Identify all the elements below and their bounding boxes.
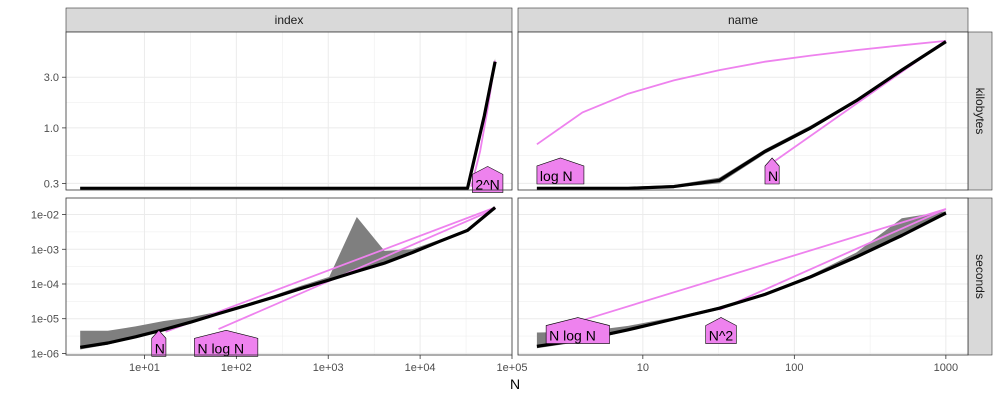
x-axis-title: N (510, 376, 520, 392)
reference-label: N^2 (709, 328, 734, 344)
y-tick-label: 3.0 (44, 72, 59, 84)
strip-name (517, 7, 969, 33)
reference-label-box (545, 317, 610, 344)
reference-line-log-n (536, 40, 946, 146)
x-tick-label: 1e+02 (221, 362, 252, 374)
strip-label-index: index (275, 13, 304, 27)
reference-label-box (194, 329, 259, 357)
strip-label-seconds: seconds (973, 254, 987, 299)
measured-line (80, 61, 497, 190)
panel-index-seconds: N N log N (65, 197, 513, 357)
panel-name-seconds: N log N N^2 (517, 197, 969, 356)
strip-kilobytes (967, 31, 993, 191)
y-tick-label: 1e-06 (31, 348, 59, 360)
panel-index-kilobytes: 2^N (65, 31, 513, 193)
reference-line-n-log-n (218, 208, 496, 330)
measured-line (79, 206, 497, 349)
x-tick-label: 1e+03 (313, 362, 344, 374)
y-tick-label: 1e-02 (31, 210, 59, 222)
strip-index (65, 7, 513, 33)
reference-label-box (705, 317, 737, 344)
measured-band (80, 206, 496, 350)
strip-label-name: name (728, 13, 758, 27)
y-tick-label: 0.3 (44, 178, 59, 190)
reference-label: N log N (549, 328, 596, 344)
panel-background (66, 32, 512, 190)
reference-label-box (764, 157, 780, 185)
reference-label: log N (540, 168, 573, 184)
panel-name-kilobytes: log N N (517, 31, 969, 191)
x-tick-label: 1e+04 (405, 362, 436, 374)
reference-line-n-log-n (582, 208, 947, 322)
x-tick-label: 100 (785, 362, 803, 374)
reference-label: 2^N (475, 176, 499, 192)
y-tick-label: 1.0 (44, 123, 59, 135)
x-tick-label: 1e+05 (497, 362, 528, 374)
strip-seconds (967, 197, 993, 356)
x-tick-label: 1000 (934, 362, 958, 374)
reference-label-box (536, 157, 585, 185)
panel-border (517, 197, 969, 356)
strip-label-kilobytes: kilobytes (973, 88, 987, 135)
reference-label: N (155, 340, 165, 356)
measured-line (536, 40, 947, 190)
x-tick-label: 1e+01 (129, 362, 160, 374)
x-tick-label: 10 (637, 362, 649, 374)
panel-border (65, 197, 513, 356)
reference-label-box (151, 329, 167, 357)
panel-border (517, 31, 969, 191)
reference-label: N (768, 168, 778, 184)
reference-label: N log N (197, 340, 244, 356)
panel-border (65, 31, 513, 191)
reference-label-box (472, 166, 504, 193)
y-tick-label: 1e-04 (31, 279, 59, 291)
y-tick-label: 1e-03 (31, 244, 59, 256)
reference-line-n-2 (719, 208, 947, 311)
y-tick-label: 1e-05 (31, 314, 59, 326)
reference-line-n (165, 206, 496, 333)
